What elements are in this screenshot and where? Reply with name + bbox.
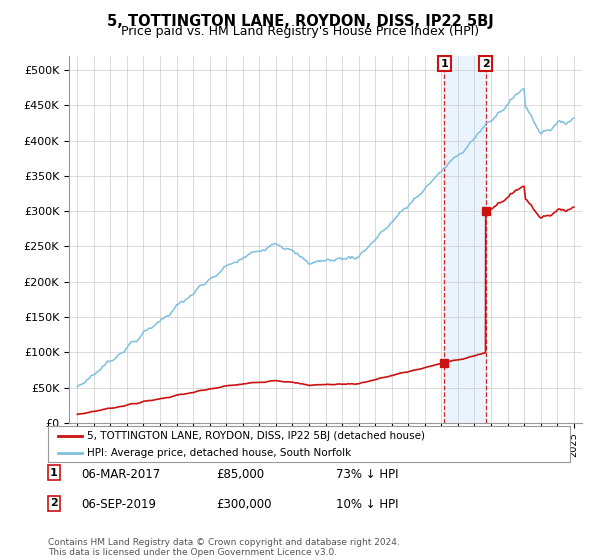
Text: 06-MAR-2017: 06-MAR-2017 bbox=[81, 468, 160, 480]
Text: 5, TOTTINGTON LANE, ROYDON, DISS, IP22 5BJ (detached house): 5, TOTTINGTON LANE, ROYDON, DISS, IP22 5… bbox=[87, 431, 425, 441]
Text: 1: 1 bbox=[440, 59, 448, 69]
Bar bbox=[445, 56, 485, 423]
Text: 06-SEP-2019: 06-SEP-2019 bbox=[81, 498, 156, 511]
Text: £85,000: £85,000 bbox=[216, 468, 264, 480]
Text: HPI: Average price, detached house, South Norfolk: HPI: Average price, detached house, Sout… bbox=[87, 448, 352, 458]
Text: 5, TOTTINGTON LANE, ROYDON, DISS, IP22 5BJ: 5, TOTTINGTON LANE, ROYDON, DISS, IP22 5… bbox=[107, 14, 493, 29]
Text: £300,000: £300,000 bbox=[216, 498, 271, 511]
Text: 1: 1 bbox=[50, 468, 58, 478]
Text: Price paid vs. HM Land Registry's House Price Index (HPI): Price paid vs. HM Land Registry's House … bbox=[121, 25, 479, 38]
Text: 73% ↓ HPI: 73% ↓ HPI bbox=[336, 468, 398, 480]
Text: 2: 2 bbox=[482, 59, 490, 69]
Text: 2: 2 bbox=[50, 498, 58, 508]
Text: 10% ↓ HPI: 10% ↓ HPI bbox=[336, 498, 398, 511]
Text: Contains HM Land Registry data © Crown copyright and database right 2024.
This d: Contains HM Land Registry data © Crown c… bbox=[48, 538, 400, 557]
